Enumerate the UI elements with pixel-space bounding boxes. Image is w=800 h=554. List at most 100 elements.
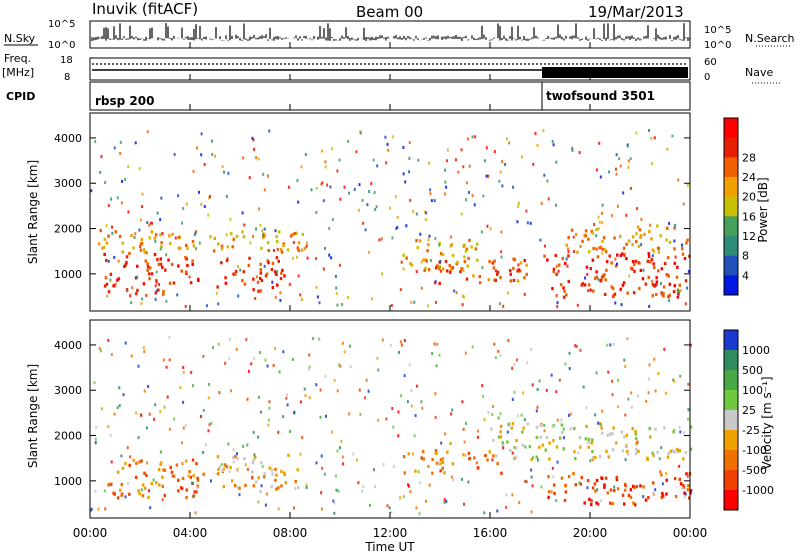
range-gate-cell [119,488,122,492]
range-gate-cell [212,249,216,253]
range-gate-cell [184,270,188,274]
y-tick-label: 3000 [54,177,82,190]
range-gate-cell [134,232,137,236]
range-gate-cell [650,237,653,241]
range-gate-cell [154,284,157,288]
range-gate-cell [689,343,692,347]
range-gate-cell [158,262,161,266]
range-gate-cell [606,491,609,495]
range-gate-cell [263,188,266,192]
colorbar-tick-label: 12 [742,230,756,243]
range-gate-cell [145,251,148,255]
range-gate-cell [537,458,539,462]
range-gate-cell [318,337,321,341]
range-gate-cell [531,383,534,387]
range-gate-cell [368,190,371,193]
range-gate-cell [624,365,627,368]
range-gate-cell [604,278,607,282]
range-gate-cell [248,176,251,180]
range-gate-cell [234,272,237,276]
range-gate-cell [446,269,449,273]
range-gate-cell [620,303,623,307]
range-gate-cell [414,469,417,473]
range-gate-cell [348,191,351,195]
range-gate-cell [143,250,146,254]
range-gate-cell [663,426,666,430]
range-gate-cell [252,277,255,281]
range-gate-cell [482,194,485,198]
range-gate-cell [511,366,514,370]
range-gate-cell [467,256,470,260]
range-gate-cell [487,174,490,178]
range-gate-cell [266,241,270,245]
range-gate-cell [627,165,630,169]
range-gate-cell [181,462,184,466]
range-gate-cell [634,259,638,263]
range-gate-cell [439,252,443,256]
range-gate-cell [202,451,205,454]
range-gate-cell [318,301,321,305]
range-gate-cell [420,286,423,290]
range-gate-cell [160,196,163,200]
range-gate-cell [509,448,512,452]
range-gate-cell [299,400,302,404]
range-gate-cell [634,452,638,456]
range-gate-cell [668,240,672,244]
range-gate-cell [276,270,278,274]
range-gate-cell [481,384,484,388]
range-gate-cell [671,134,674,138]
range-gate-cell [194,511,197,515]
range-gate-cell [172,474,176,478]
range-gate-cell [293,232,297,236]
range-gate-cell [531,484,534,488]
range-gate-cell [148,412,151,416]
range-gate-cell [149,221,152,225]
range-gate-cell [252,138,255,142]
range-gate-cell [286,393,288,397]
range-gate-cell [257,289,260,293]
range-gate-cell [275,487,278,491]
range-gate-cell [688,254,691,258]
range-gate-cell [159,409,162,413]
range-gate-cell [678,425,681,429]
range-gate-cell [513,456,516,460]
range-gate-cell [259,262,262,266]
range-gate-cell [123,264,126,268]
range-gate-cell [592,246,595,251]
range-gate-cell [536,388,539,391]
range-gate-cell [315,383,318,387]
range-gate-cell [209,235,212,239]
range-gate-cell [116,196,119,200]
range-gate-cell [247,263,251,267]
range-gate-cell [260,461,263,465]
range-gate-cell [451,266,454,270]
range-gate-cell [291,232,294,236]
range-gate-cell [656,450,659,454]
range-gate-cell [538,379,541,383]
range-gate-cell [245,338,248,341]
range-gate-cell [358,388,361,392]
range-gate-cell [446,159,448,163]
range-gate-cell [487,411,490,415]
range-gate-cell [580,476,583,480]
range-gate-cell [207,396,210,400]
range-gate-cell [625,213,628,217]
range-gate-cell [241,279,244,283]
range-gate-cell [323,472,326,476]
range-gate-cell [339,364,342,368]
range-gate-cell [336,303,339,307]
range-gate-cell [196,476,199,480]
range-gate-cell [662,285,666,289]
range-gate-cell [138,167,141,171]
range-gate-cell [297,274,300,278]
range-gate-cell [569,427,572,431]
range-gate-cell [611,393,614,397]
range-gate-cell [320,491,323,495]
range-gate-cell [591,458,594,462]
range-gate-cell [498,179,501,183]
range-gate-cell [274,270,277,274]
range-gate-cell [185,202,188,206]
range-gate-cell [140,241,144,246]
range-gate-cell [530,475,533,479]
range-gate-cell [264,274,268,278]
